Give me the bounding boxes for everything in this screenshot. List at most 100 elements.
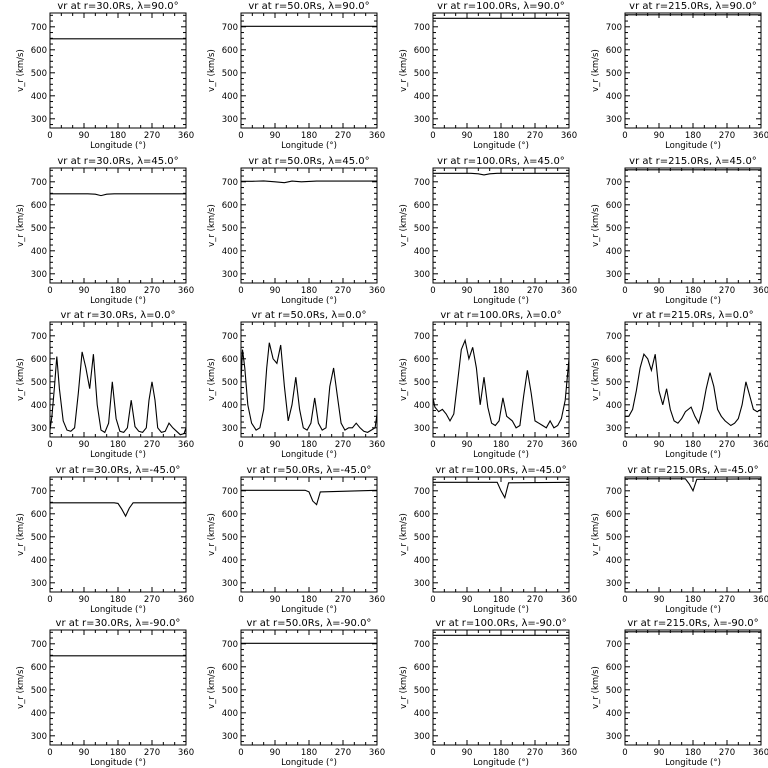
x-tick-label: 180 <box>301 440 317 450</box>
y-tick-label: 500 <box>414 69 430 79</box>
x-tick-label: 270 <box>719 286 735 296</box>
chart-panel: vr at r=100.0Rs, λ=45.0° 0 90 180 270 360 300 4… <box>399 156 577 306</box>
x-tick-label: 0 <box>47 440 52 450</box>
x-tick-label: 0 <box>622 440 627 450</box>
x-tick-label: 360 <box>753 286 768 296</box>
chart-panel: vr at r=30.0Rs, λ=-45.0° 0 90 180 270 360 300 4… <box>16 465 194 615</box>
y-tick-label: 600 <box>606 355 622 365</box>
x-tick-label: 180 <box>301 748 317 758</box>
series-line <box>625 353 762 427</box>
x-tick-label: 360 <box>561 595 577 605</box>
x-axis-label: Longitude (°) <box>281 296 337 306</box>
x-tick-label: 270 <box>335 748 351 758</box>
y-tick-label: 400 <box>606 709 622 719</box>
x-tick-label: 180 <box>493 440 509 450</box>
y-tick-label: 300 <box>222 732 238 742</box>
x-tick-label: 180 <box>301 286 317 296</box>
x-tick-label: 360 <box>753 440 768 450</box>
y-tick-label: 300 <box>606 732 622 742</box>
y-tick-label: 400 <box>606 401 622 411</box>
y-tick-label: 300 <box>31 424 47 434</box>
x-tick-label: 0 <box>430 595 435 605</box>
y-tick-label: 400 <box>606 92 622 102</box>
y-axis-label: v_r (km/s) <box>207 49 217 92</box>
x-tick-label: 180 <box>685 595 701 605</box>
y-tick-label: 700 <box>606 332 622 342</box>
plot-frame <box>432 321 570 438</box>
x-tick-label: 0 <box>47 286 52 296</box>
y-tick-label: 300 <box>606 115 622 125</box>
x-tick-label: 0 <box>430 131 435 141</box>
y-tick-label: 700 <box>222 640 238 650</box>
y-tick-label: 300 <box>414 424 430 434</box>
y-axis-label: v_r (km/s) <box>207 513 217 556</box>
chart-title: vr at r=50.0Rs, λ=-45.0° <box>247 465 372 476</box>
y-tick-label: 400 <box>414 556 430 566</box>
y-axis-label: v_r (km/s) <box>16 513 26 556</box>
x-tick-label: 0 <box>430 286 435 296</box>
y-tick-label: 700 <box>31 23 47 33</box>
x-tick-label: 90 <box>654 286 665 296</box>
x-tick-label: 180 <box>685 131 701 141</box>
chart-title: vr at r=50.0Rs, λ=45.0° <box>248 156 369 167</box>
y-tick-label: 400 <box>606 556 622 566</box>
y-tick-label: 300 <box>222 115 238 125</box>
chart-panel: vr at r=100.0Rs, λ=-45.0° 0 90 180 270 360 300… <box>399 465 577 615</box>
y-axis-label: v_r (km/s) <box>591 666 601 709</box>
y-tick-label: 500 <box>606 378 622 388</box>
x-tick-label: 0 <box>622 748 627 758</box>
x-tick-label: 360 <box>561 748 577 758</box>
chart-title: vr at r=100.0Rs, λ=0.0° <box>440 310 561 321</box>
x-tick-label: 360 <box>178 748 194 758</box>
y-tick-label: 600 <box>31 355 47 365</box>
y-axis-label: v_r (km/s) <box>591 204 601 247</box>
y-tick-label: 500 <box>222 686 238 696</box>
y-tick-label: 300 <box>31 579 47 589</box>
x-tick-label: 90 <box>462 440 473 450</box>
x-tick-label: 180 <box>685 440 701 450</box>
y-tick-label: 700 <box>222 23 238 33</box>
y-axis-label: v_r (km/s) <box>16 204 26 247</box>
y-tick-label: 400 <box>31 247 47 257</box>
y-tick-label: 300 <box>606 270 622 280</box>
y-tick-label: 500 <box>222 224 238 234</box>
y-tick-label: 600 <box>606 46 622 56</box>
x-tick-label: 90 <box>79 286 90 296</box>
x-tick-label: 270 <box>527 440 543 450</box>
x-axis-label: Longitude (°) <box>665 758 721 768</box>
plot-frame <box>624 629 762 746</box>
y-tick-label: 500 <box>606 686 622 696</box>
plot-frame <box>432 629 570 746</box>
plot-frame <box>49 629 187 746</box>
y-tick-label: 400 <box>31 556 47 566</box>
x-tick-label: 180 <box>110 595 126 605</box>
x-tick-label: 90 <box>654 131 665 141</box>
y-tick-label: 300 <box>31 732 47 742</box>
x-axis-label: Longitude (°) <box>665 296 721 306</box>
x-tick-label: 0 <box>430 440 435 450</box>
series-line <box>49 351 187 436</box>
y-axis-label: v_r (km/s) <box>591 513 601 556</box>
chart-title: vr at r=100.0Rs, λ=45.0° <box>437 156 565 167</box>
plot-frame <box>49 321 187 438</box>
chart-panel: vr at r=50.0Rs, λ=-45.0° 0 90 180 270 360 300 4… <box>207 465 385 615</box>
x-tick-label: 0 <box>238 131 243 141</box>
x-tick-label: 270 <box>527 748 543 758</box>
plot-frame <box>49 476 187 593</box>
x-tick-label: 0 <box>47 131 52 141</box>
y-tick-label: 400 <box>31 709 47 719</box>
y-tick-label: 600 <box>31 46 47 56</box>
y-tick-label: 600 <box>606 663 622 673</box>
y-tick-label: 400 <box>222 709 238 719</box>
x-axis-label: Longitude (°) <box>473 450 529 460</box>
chart-panel: vr at r=100.0Rs, λ=90.0° 0 90 180 270 360 300 4… <box>399 1 577 151</box>
x-tick-label: 360 <box>561 286 577 296</box>
x-tick-label: 180 <box>301 131 317 141</box>
y-tick-label: 500 <box>31 378 47 388</box>
x-tick-label: 270 <box>335 440 351 450</box>
series-line <box>240 342 378 433</box>
x-tick-label: 180 <box>110 286 126 296</box>
y-tick-label: 500 <box>606 224 622 234</box>
x-tick-label: 180 <box>493 595 509 605</box>
x-tick-label: 270 <box>144 440 160 450</box>
